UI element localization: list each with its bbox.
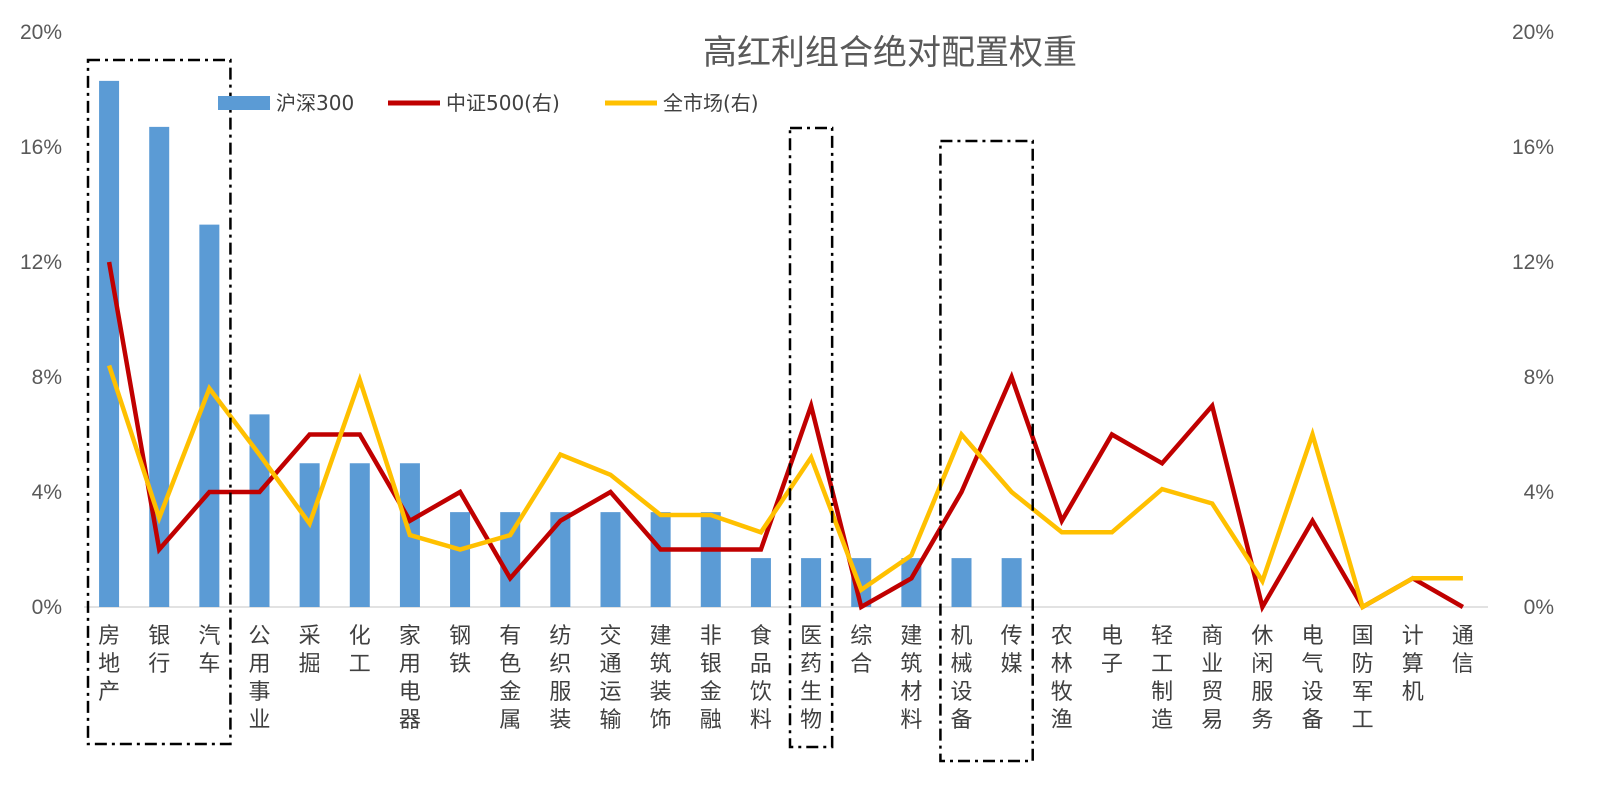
x-tick-label: 国防军工 [1352,624,1374,733]
x-tick-label: 建筑材料 [900,624,922,733]
x-tick-label: 传媒 [1001,624,1023,677]
x-tick-label: 电气设备 [1301,624,1323,733]
highlight-box [788,126,834,749]
y-left-tick-label: 12% [20,251,62,274]
highlight-box [86,58,232,746]
y-left-tick-label: 8% [32,366,62,389]
x-tick-label: 商业贸易 [1201,624,1223,733]
x-tick-label: 综合 [850,624,872,677]
x-tick-label: 休闲服务 [1251,624,1273,733]
y-left-tick-label: 0% [32,596,62,619]
bar-采掘 [299,463,320,607]
y-right-tick-label: 20% [1512,21,1554,44]
y-right-tick-label: 0% [1524,596,1554,619]
highlight-boxes [86,58,1034,763]
bar-建筑装饰 [650,512,671,607]
bar-汽车 [199,224,220,607]
legend-label: 中证500(右) [446,91,560,115]
x-tick-label: 银行 [148,624,170,677]
legend-swatch [218,96,270,110]
bar-非银金融 [700,512,721,607]
y-right-tick-label: 12% [1512,251,1554,274]
x-tick-label: 化工 [349,624,371,677]
x-tick-label: 有色金属 [499,624,521,733]
legend-item: 中证500(右) [388,91,560,115]
bar-化工 [349,463,370,607]
y-left-tick-label: 20% [20,21,62,44]
legend-label: 全市场(右) [663,91,759,115]
bar-纺织服装 [550,512,571,607]
legend-item: 全市场(右) [605,91,759,115]
legend-label: 沪深300 [276,91,354,115]
line-series-1 [106,261,1465,613]
x-tick-label: 轻工制造 [1151,624,1173,733]
x-tick-label: 通信 [1452,624,1474,677]
y-left-tick-label: 4% [32,481,62,504]
bar-机械设备 [951,558,972,607]
bars-hs300 [99,80,1022,607]
x-tick-label: 汽车 [198,624,220,677]
x-tick-label: 医药生物 [800,624,822,733]
x-tick-label: 农林牧渔 [1051,624,1073,733]
highlight-box [939,139,1034,763]
x-tick-label: 公用事业 [248,624,270,733]
bar-医药生物 [801,558,822,607]
x-tick-label: 建筑装饰 [650,624,672,733]
x-tick-label: 电子 [1101,624,1123,677]
bar-银行 [149,126,170,607]
legend-item: 沪深300 [218,91,354,115]
y-right-tick-label: 4% [1524,481,1554,504]
x-tick-label: 钢铁 [449,624,471,677]
y-right-tick-label: 16% [1512,136,1554,159]
lines-layer [106,261,1465,613]
x-tick-label: 家用电器 [399,624,421,733]
line-series-2 [106,364,1463,611]
bar-食品饮料 [750,558,771,607]
y-left-tick-label: 16% [20,136,62,159]
y-right-tick-label: 8% [1524,366,1554,389]
x-tick-label: 交通运输 [599,624,621,733]
legend: 沪深300 中证500(右) 全市场(右) [218,91,759,115]
bar-传媒 [1001,558,1022,607]
bar-房地产 [99,80,120,607]
bar-钢铁 [450,512,471,607]
bar-交通运输 [600,512,621,607]
x-tick-label: 计算机 [1402,624,1424,705]
x-tick-label: 房地产 [98,624,120,705]
x-tick-label: 采掘 [299,624,321,677]
x-tick-label: 纺织服装 [549,624,571,733]
x-tick-label: 机械设备 [950,624,972,733]
x-tick-label: 食品饮料 [750,624,772,733]
x-tick-label: 非银金融 [700,624,722,733]
chart-title: 高红利组合绝对配置权重 [703,33,1077,73]
